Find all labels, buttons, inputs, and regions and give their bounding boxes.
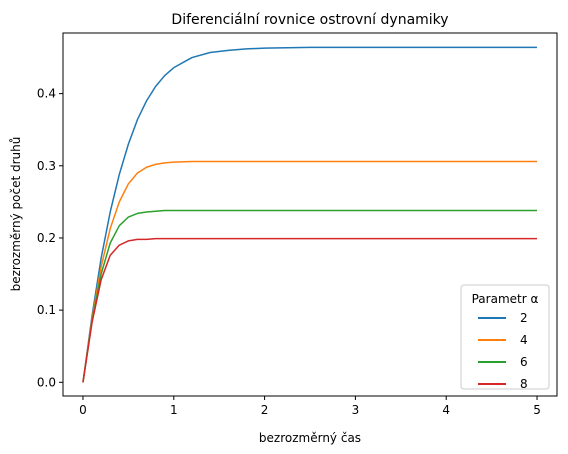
legend-label-6: 6	[520, 355, 528, 369]
series-line-6	[82, 209, 538, 383]
legend-label-2: 2	[520, 311, 528, 325]
x-tick-label: 4	[442, 403, 450, 417]
x-axis-label: bezrozměrný čas	[259, 431, 361, 445]
y-tick-label: 0.0	[37, 375, 56, 389]
x-tick-label: 0	[79, 403, 87, 417]
legend-title: Parametr α	[472, 292, 539, 306]
axes: 0 1 2 3 4 5 0.0 0.1 0.2 0.3 0.4	[37, 87, 541, 417]
y-tick-label: 0.1	[37, 303, 56, 317]
y-tick-label: 0.3	[37, 159, 56, 173]
x-tick-label: 5	[533, 403, 541, 417]
series-line-4	[82, 160, 538, 383]
series-line-8	[82, 237, 538, 383]
x-tick-label: 3	[352, 403, 360, 417]
y-axis-label: bezrozměrný počet druhů	[9, 137, 23, 292]
y-tick-label: 0.2	[37, 231, 56, 245]
legend: Parametr α 2 4 6 8	[460, 284, 550, 391]
x-tick-label: 2	[261, 403, 269, 417]
legend-label-4: 4	[520, 333, 528, 347]
y-tick-label: 0.4	[37, 87, 56, 101]
x-tick-label: 1	[170, 403, 178, 417]
series-line-2	[82, 46, 538, 383]
chart-title: Diferenciální rovnice ostrovní dynamiky	[171, 12, 448, 28]
plot-area	[82, 46, 538, 383]
legend-label-8: 8	[520, 377, 528, 391]
plot-frame	[62, 32, 558, 397]
